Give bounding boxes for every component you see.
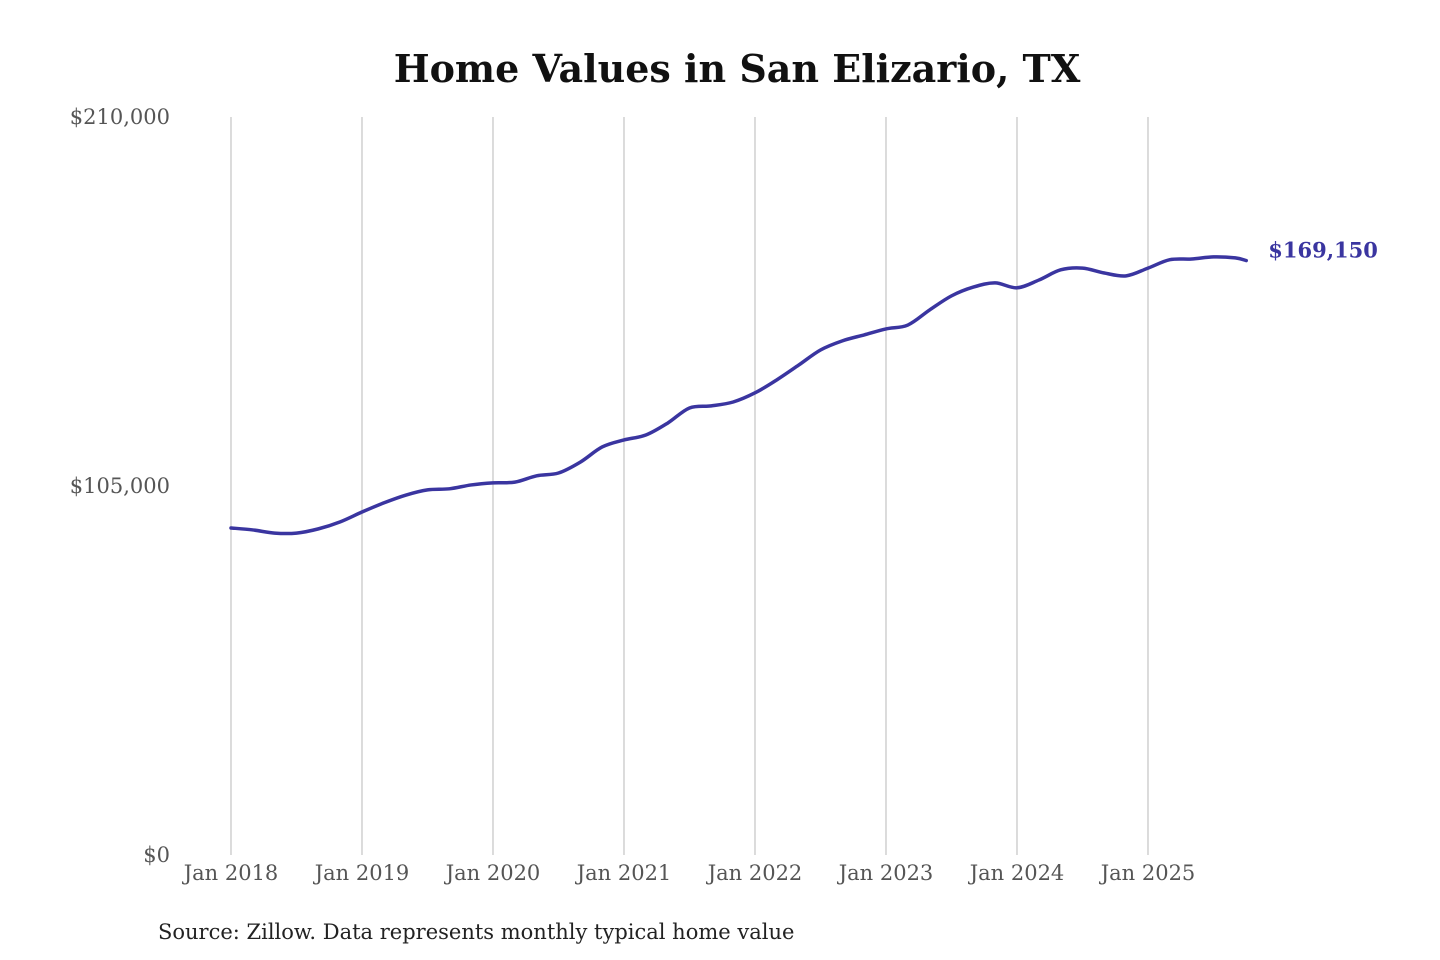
- x-axis: Jan 2018 Jan 2019 Jan 2020 Jan 2021 Jan 2022…: [182, 861, 1196, 885]
- y-tick-label: $105,000: [70, 474, 170, 498]
- x-tick-label: Jan 2018: [182, 861, 279, 885]
- x-tick-label: Jan 2024: [968, 861, 1065, 885]
- x-tick-label: Jan 2022: [706, 861, 803, 885]
- series-line: [229, 255, 1248, 536]
- x-tick-label: Jan 2023: [837, 861, 934, 885]
- x-tick-label: Jan 2025: [1099, 861, 1196, 885]
- chart-title: Home Values in San Elizario, TX: [394, 46, 1081, 91]
- end-value-label: $169,150: [1268, 238, 1378, 263]
- y-tick-label: $210,000: [70, 105, 170, 129]
- source-note: Source: Zillow. Data represents monthly …: [158, 920, 794, 944]
- y-tick-label: $0: [143, 843, 170, 867]
- gridlines: [230, 117, 1149, 855]
- x-tick-label: Jan 2019: [313, 861, 410, 885]
- y-axis: $0 $105,000 $210,000: [70, 105, 170, 867]
- x-tick-label: Jan 2021: [575, 861, 672, 885]
- x-tick-label: Jan 2020: [444, 861, 541, 885]
